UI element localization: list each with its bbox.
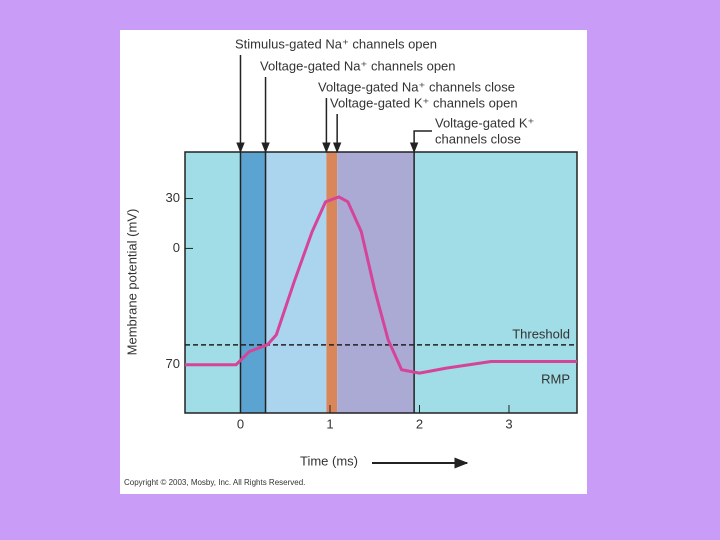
region [240,152,266,413]
y-tick-label: 0 [173,240,180,255]
x-tick-label: 1 [326,416,333,431]
region [185,152,241,413]
region [326,152,338,413]
x-tick-label: 2 [416,416,423,431]
x-axis-label: Time (ms) [300,453,358,468]
x-tick-label: 0 [237,416,244,431]
x-tick-label: 3 [505,416,512,431]
copyright: Copyright © 2003, Mosby, Inc. All Rights… [124,478,305,487]
region [337,152,415,413]
annotation-text: Stimulus-gated Na⁺ channels open [235,36,437,51]
annotation-text: channels close [435,131,521,146]
annotation-text: Voltage-gated K⁺ channels open [330,95,518,110]
annotation-text: Voltage-gated Na⁺ channels close [318,79,515,94]
plot-frame [184,151,578,414]
annotation-text: Voltage-gated K⁺ [435,115,534,130]
y-axis-label: Membrane potential (mV) [124,209,139,356]
threshold-label: Threshold [512,326,570,341]
annotation-arrow [409,130,432,154]
region [265,152,327,413]
membrane-potential-line [185,195,577,375]
y-tick-label: 30 [166,190,180,205]
annotation-text: Voltage-gated Na⁺ channels open [260,58,456,73]
rmp-label: RMP [541,371,570,386]
y-tick-label: 70 [166,356,180,371]
